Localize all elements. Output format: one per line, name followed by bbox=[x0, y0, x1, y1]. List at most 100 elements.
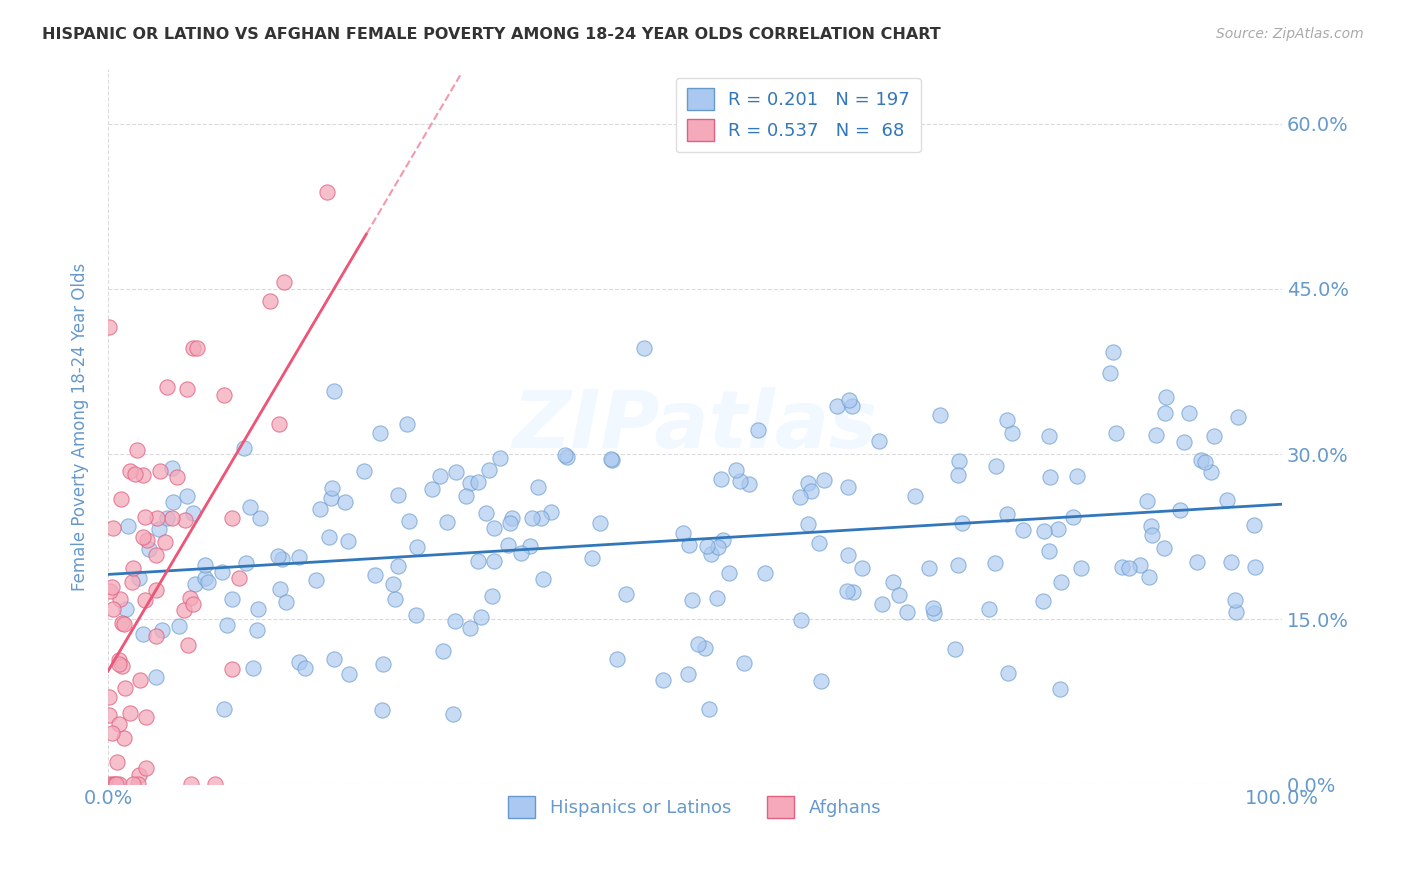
Point bbox=[482, 554, 505, 568]
Point bbox=[713, 533, 735, 547]
Point bbox=[194, 558, 217, 572]
Point bbox=[519, 539, 541, 553]
Point bbox=[1216, 493, 1239, 508]
Point bbox=[889, 588, 911, 602]
Point bbox=[837, 548, 859, 562]
Point bbox=[481, 590, 503, 604]
Point bbox=[697, 702, 720, 716]
Point bbox=[387, 488, 409, 502]
Text: HISPANIC OR LATINO VS AFGHAN FEMALE POVERTY AMONG 18-24 YEAR OLDS CORRELATION CH: HISPANIC OR LATINO VS AFGHAN FEMALE POVE… bbox=[42, 27, 941, 42]
Point bbox=[700, 547, 723, 561]
Point bbox=[924, 606, 946, 620]
Point bbox=[1178, 406, 1201, 420]
Point bbox=[107, 777, 129, 791]
Point bbox=[467, 554, 489, 568]
Point bbox=[530, 511, 553, 525]
Point bbox=[458, 476, 481, 491]
Point bbox=[211, 565, 233, 579]
Point bbox=[995, 507, 1018, 521]
Point bbox=[120, 464, 142, 478]
Point bbox=[796, 516, 818, 531]
Point bbox=[364, 568, 387, 582]
Point bbox=[276, 594, 298, 608]
Point bbox=[197, 575, 219, 590]
Point bbox=[127, 777, 149, 791]
Point bbox=[837, 480, 859, 494]
Point bbox=[353, 465, 375, 479]
Point bbox=[249, 511, 271, 525]
Point bbox=[995, 413, 1018, 427]
Point bbox=[1000, 425, 1022, 440]
Point bbox=[693, 641, 716, 656]
Point bbox=[882, 575, 904, 590]
Point bbox=[499, 516, 522, 531]
Point bbox=[420, 483, 443, 497]
Point bbox=[1194, 455, 1216, 469]
Point bbox=[405, 607, 427, 622]
Point bbox=[1189, 453, 1212, 467]
Point bbox=[710, 472, 733, 486]
Point bbox=[173, 603, 195, 617]
Point bbox=[436, 515, 458, 529]
Point bbox=[122, 561, 145, 575]
Point bbox=[194, 570, 217, 584]
Point bbox=[267, 549, 290, 563]
Point bbox=[633, 341, 655, 355]
Point bbox=[232, 441, 254, 455]
Point bbox=[129, 673, 152, 688]
Point bbox=[1039, 470, 1062, 484]
Point bbox=[943, 642, 966, 657]
Point bbox=[501, 511, 523, 525]
Point bbox=[323, 384, 346, 399]
Point bbox=[108, 653, 131, 667]
Point bbox=[145, 670, 167, 684]
Point bbox=[162, 495, 184, 509]
Point bbox=[1038, 428, 1060, 442]
Point bbox=[239, 500, 262, 514]
Point bbox=[180, 777, 202, 791]
Point bbox=[398, 514, 420, 528]
Point bbox=[273, 275, 295, 289]
Point bbox=[294, 661, 316, 675]
Point bbox=[1105, 425, 1128, 440]
Point bbox=[681, 592, 703, 607]
Point bbox=[98, 708, 121, 723]
Point bbox=[115, 602, 138, 616]
Point bbox=[160, 460, 183, 475]
Point bbox=[242, 661, 264, 675]
Point bbox=[135, 761, 157, 775]
Point bbox=[108, 592, 131, 607]
Point bbox=[181, 597, 204, 611]
Point bbox=[825, 399, 848, 413]
Point bbox=[323, 652, 346, 666]
Point bbox=[706, 591, 728, 605]
Point bbox=[288, 549, 311, 564]
Point bbox=[382, 577, 405, 591]
Point bbox=[384, 591, 406, 606]
Point bbox=[318, 530, 340, 544]
Point bbox=[127, 442, 149, 457]
Point bbox=[155, 534, 177, 549]
Point bbox=[105, 755, 128, 769]
Point bbox=[725, 463, 748, 477]
Point bbox=[842, 585, 865, 599]
Point bbox=[1219, 554, 1241, 568]
Point bbox=[176, 382, 198, 396]
Point bbox=[1050, 574, 1073, 589]
Point bbox=[148, 522, 170, 536]
Point bbox=[837, 584, 859, 599]
Point bbox=[747, 424, 769, 438]
Point bbox=[1101, 345, 1123, 359]
Point bbox=[387, 559, 409, 574]
Point bbox=[1225, 592, 1247, 607]
Point bbox=[135, 709, 157, 723]
Point bbox=[470, 610, 492, 624]
Point bbox=[166, 470, 188, 484]
Point bbox=[984, 557, 1007, 571]
Point bbox=[98, 583, 121, 598]
Point bbox=[221, 510, 243, 524]
Point bbox=[838, 393, 860, 408]
Point bbox=[101, 602, 124, 616]
Point bbox=[246, 602, 269, 616]
Point bbox=[228, 571, 250, 585]
